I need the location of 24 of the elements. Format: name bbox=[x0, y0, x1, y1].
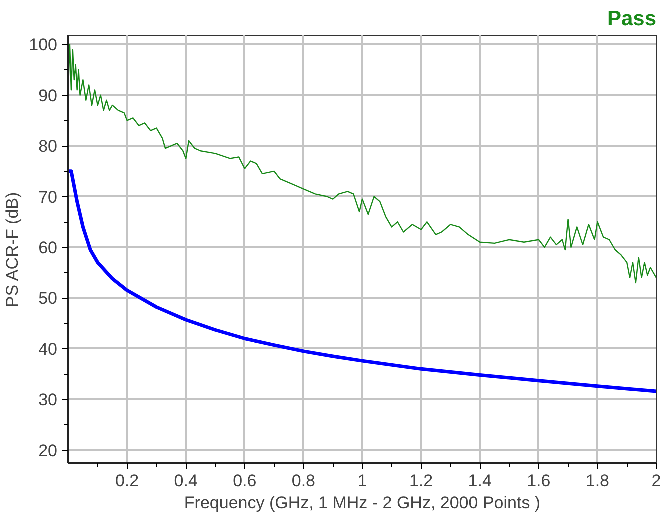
x-tick-label: 0.6 bbox=[233, 472, 257, 490]
y-tick-label: 60 bbox=[38, 238, 58, 258]
x-tick-label: 1 bbox=[358, 472, 368, 490]
y-tick-label: 80 bbox=[38, 137, 58, 156]
x-tick-label: 0.4 bbox=[174, 472, 198, 490]
y-tick-label: 100 bbox=[29, 36, 58, 55]
y-tick-label: 50 bbox=[38, 289, 58, 308]
y-tick-label: 90 bbox=[38, 86, 58, 106]
x-tick-label: 1.4 bbox=[468, 472, 492, 490]
y-tick-label: 30 bbox=[38, 390, 58, 410]
y-tick-label: 40 bbox=[38, 340, 58, 359]
x-tick-label: 1.8 bbox=[586, 472, 610, 490]
x-tick-label: 0.2 bbox=[115, 472, 140, 490]
y-axis-title: PS ACR-F (dB) bbox=[3, 192, 22, 308]
x-axis-title: Frequency (GHz, 1 MHz - 2 GHz, 2000 Points ) bbox=[184, 494, 541, 512]
line-series bbox=[68, 44, 656, 284]
y-tick-label: 20 bbox=[38, 441, 58, 460]
line-series bbox=[68, 170, 656, 394]
x-tick-label: 0.8 bbox=[292, 472, 316, 490]
chart-title: Pass bbox=[607, 8, 656, 30]
x-tick-label: 2 bbox=[652, 472, 662, 490]
y-tick-label: 70 bbox=[38, 188, 58, 207]
x-tick-label: 1.2 bbox=[409, 472, 434, 490]
x-tick-label: 1.6 bbox=[527, 472, 551, 490]
